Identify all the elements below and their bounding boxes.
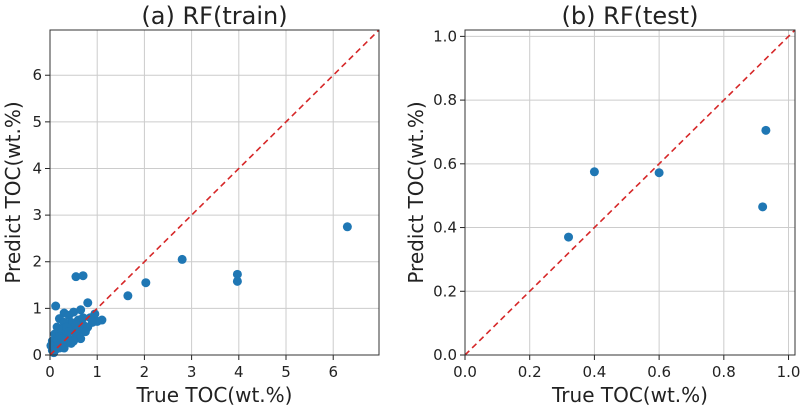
x-tick-label: 6: [328, 363, 338, 381]
data-point: [232, 276, 242, 286]
data-point: [64, 310, 74, 320]
x-tick-label: 0: [45, 363, 55, 381]
data-point: [78, 313, 88, 323]
axes-frame: [464, 29, 796, 356]
y-tick-label: 0.8: [433, 91, 457, 109]
y-tick-label: 4: [32, 159, 42, 177]
subplot-0: 0 1 2 3 4 5 6 0 1 2 3 4 5 6 (a) RF(train) True TOC(wt.%…: [1, 2, 380, 407]
data-point: [177, 254, 187, 264]
data-point: [83, 298, 93, 308]
data-point: [123, 291, 133, 301]
identity-line: [49, 29, 380, 356]
x-tick-label: 0.2: [518, 363, 542, 381]
data-point: [342, 222, 352, 232]
data-point: [761, 125, 771, 135]
x-tick-label: 1: [92, 363, 102, 381]
x-tick-label: 3: [187, 363, 197, 381]
x-tick-label: 0.6: [647, 363, 671, 381]
data-point: [87, 317, 97, 327]
y-axis-label: Predict TOC(wt.%): [1, 101, 25, 283]
data-point: [71, 272, 81, 282]
data-point: [59, 343, 69, 353]
data-point: [141, 278, 151, 288]
y-tick-label: 6: [32, 66, 42, 84]
y-tick-label: 2: [32, 253, 42, 271]
x-axis-label: True TOC(wt.%): [136, 383, 293, 407]
data-point: [564, 232, 574, 242]
y-tick-label: 1: [32, 299, 42, 317]
chart-title: (b) RF(test): [562, 2, 699, 30]
x-tick-label: 0.4: [582, 363, 606, 381]
y-tick-label: 0.4: [433, 219, 457, 237]
data-point: [654, 168, 664, 178]
data-point: [232, 269, 242, 279]
x-tick-label: 0.8: [712, 363, 736, 381]
x-tick-label: 5: [281, 363, 291, 381]
y-tick-label: 5: [32, 113, 42, 131]
data-point: [51, 301, 61, 311]
data-point: [71, 320, 81, 330]
data-point: [76, 334, 86, 344]
chart-title: (a) RF(train): [141, 2, 287, 30]
data-point: [78, 271, 88, 281]
y-tick-label: 0.6: [433, 155, 457, 173]
data-point: [589, 167, 599, 177]
y-tick-label: 0.0: [433, 346, 457, 364]
x-axis-label: True TOC(wt.%): [551, 383, 708, 407]
subplot-1: 0.0 0.2 0.4 0.6 0.8 1.0 0.0 0.2 0.4 0.6 0.8 1.0 (b) …: [404, 2, 800, 407]
y-tick-label: 3: [32, 206, 42, 224]
data-point: [64, 327, 74, 337]
axes-frame: [49, 29, 380, 356]
data-point: [758, 202, 768, 212]
y-tick-label: 0: [32, 346, 42, 364]
y-tick-label: 1.0: [433, 27, 457, 45]
data-point: [69, 336, 79, 346]
x-tick-label: 1.0: [777, 363, 800, 381]
y-axis-label: Predict TOC(wt.%): [404, 101, 428, 283]
x-tick-label: 2: [140, 363, 150, 381]
data-point: [80, 327, 90, 337]
data-point: [57, 334, 67, 344]
identity-line: [464, 29, 796, 356]
y-tick-label: 0.2: [433, 282, 457, 300]
x-tick-label: 4: [234, 363, 244, 381]
x-tick-label: 0.0: [453, 363, 477, 381]
data-point: [76, 305, 86, 315]
